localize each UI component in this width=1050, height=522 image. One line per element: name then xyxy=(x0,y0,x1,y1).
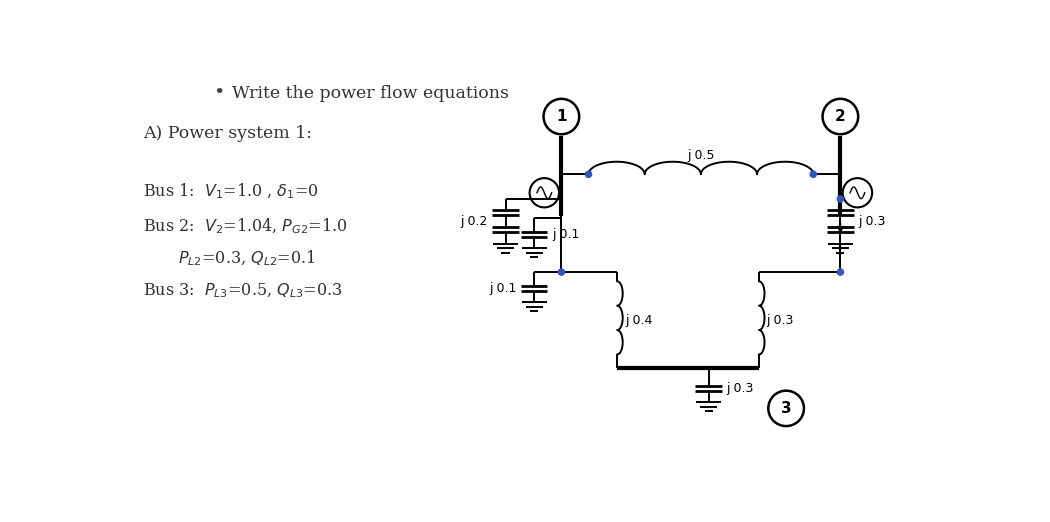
Text: j 0.3: j 0.3 xyxy=(858,215,885,228)
Text: 1: 1 xyxy=(556,109,567,124)
Circle shape xyxy=(837,269,843,275)
Text: Bus 1:  $V_1$=1.0 , $\delta_1$=0: Bus 1: $V_1$=1.0 , $\delta_1$=0 xyxy=(143,182,318,201)
Text: 2: 2 xyxy=(835,109,845,124)
Text: j 0.3: j 0.3 xyxy=(766,314,794,327)
Circle shape xyxy=(837,196,843,202)
Text: Bus 3:  $P_{L3}$=0.5, $Q_{L3}$=0.3: Bus 3: $P_{L3}$=0.5, $Q_{L3}$=0.3 xyxy=(143,281,342,300)
Text: j 0.5: j 0.5 xyxy=(687,149,715,162)
Circle shape xyxy=(559,269,565,275)
Text: •: • xyxy=(212,85,224,102)
Text: Bus 2:  $V_2$=1.04, $P_{G2}$=1.0: Bus 2: $V_2$=1.04, $P_{G2}$=1.0 xyxy=(143,216,348,235)
Text: $P_{L2}$=0.3, $Q_{L2}$=0.1: $P_{L2}$=0.3, $Q_{L2}$=0.1 xyxy=(177,248,315,268)
Text: Write the power flow equations: Write the power flow equations xyxy=(232,85,509,102)
Text: j 0.4: j 0.4 xyxy=(625,314,652,327)
Text: j 0.1: j 0.1 xyxy=(489,282,517,295)
Text: j 0.2: j 0.2 xyxy=(460,215,488,228)
Circle shape xyxy=(811,171,816,177)
Text: A) Power system 1:: A) Power system 1: xyxy=(143,125,312,142)
Text: 3: 3 xyxy=(781,401,792,416)
Text: j 0.3: j 0.3 xyxy=(727,382,754,395)
Circle shape xyxy=(586,171,591,177)
Text: j 0.1: j 0.1 xyxy=(552,228,580,241)
